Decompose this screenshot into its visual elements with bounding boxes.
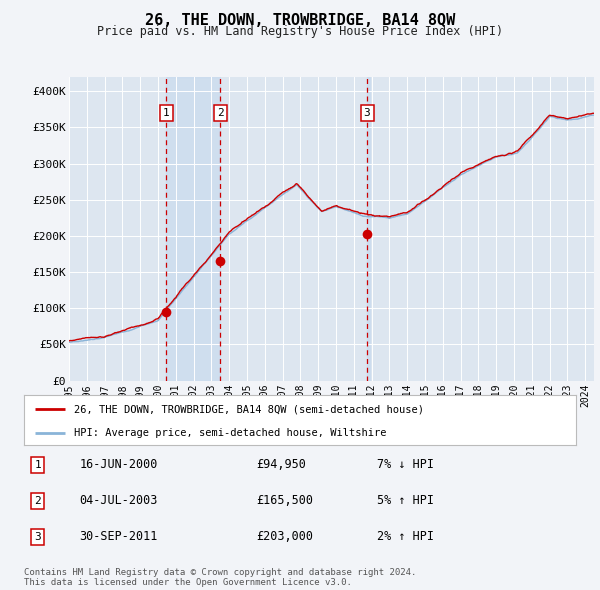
Text: 2% ↑ HPI: 2% ↑ HPI (377, 530, 434, 543)
Bar (367, 77, 370, 381)
Text: £94,950: £94,950 (256, 458, 306, 471)
Text: 2: 2 (34, 496, 41, 506)
Text: £203,000: £203,000 (256, 530, 313, 543)
Text: 04-JUL-2003: 04-JUL-2003 (79, 494, 158, 507)
Text: 7% ↓ HPI: 7% ↓ HPI (377, 458, 434, 471)
Text: 30-SEP-2011: 30-SEP-2011 (79, 530, 158, 543)
Text: 26, THE DOWN, TROWBRIDGE, BA14 8QW (semi-detached house): 26, THE DOWN, TROWBRIDGE, BA14 8QW (semi… (74, 404, 424, 414)
Text: 16-JUN-2000: 16-JUN-2000 (79, 458, 158, 471)
Text: HPI: Average price, semi-detached house, Wiltshire: HPI: Average price, semi-detached house,… (74, 428, 386, 438)
Text: £165,500: £165,500 (256, 494, 313, 507)
Text: 26, THE DOWN, TROWBRIDGE, BA14 8QW: 26, THE DOWN, TROWBRIDGE, BA14 8QW (145, 13, 455, 28)
Text: Contains HM Land Registry data © Crown copyright and database right 2024.
This d: Contains HM Land Registry data © Crown c… (24, 568, 416, 587)
Bar (166, 77, 220, 381)
Text: 1: 1 (163, 108, 170, 118)
Text: 5% ↑ HPI: 5% ↑ HPI (377, 494, 434, 507)
Text: 1: 1 (34, 460, 41, 470)
Text: 3: 3 (34, 532, 41, 542)
Text: 3: 3 (364, 108, 370, 118)
Text: 2: 2 (217, 108, 224, 118)
Text: Price paid vs. HM Land Registry's House Price Index (HPI): Price paid vs. HM Land Registry's House … (97, 25, 503, 38)
